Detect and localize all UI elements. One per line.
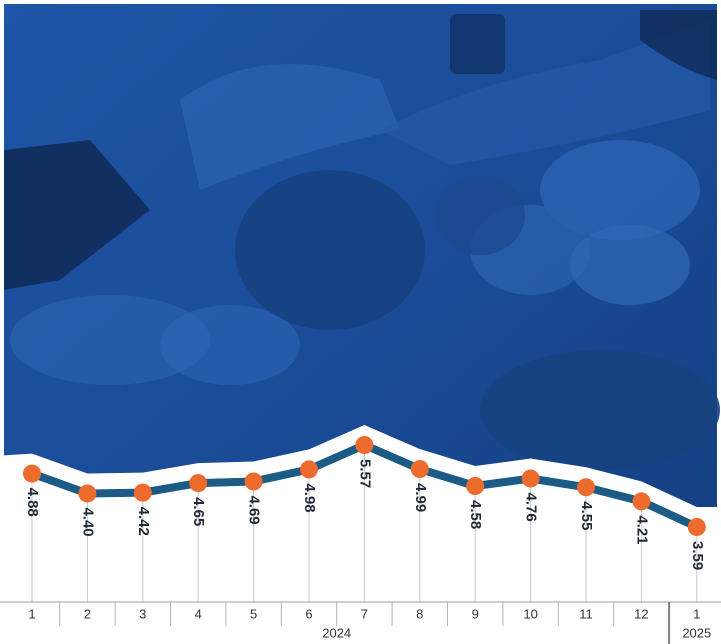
point: [78, 484, 97, 503]
x-tick-label: 4: [195, 606, 202, 621]
value-label: 4.55: [578, 501, 595, 530]
x-tick-label: 2: [84, 606, 91, 621]
point: [355, 436, 374, 454]
value-label: 4.40: [79, 507, 96, 536]
point: [300, 460, 318, 479]
point: [632, 492, 651, 511]
x-tick-label: 3: [139, 606, 146, 621]
value-label: 4.88: [24, 488, 41, 517]
x-tick-label: 10: [523, 606, 537, 621]
point: [521, 469, 540, 488]
value-label: 4.58: [467, 500, 484, 529]
x-tick-label: 12: [634, 606, 648, 621]
point: [687, 518, 706, 536]
point: [133, 483, 152, 502]
value-label: 4.99: [412, 483, 429, 512]
group-label: 2025: [682, 625, 711, 640]
point: [577, 478, 595, 497]
value-label: 4.98: [301, 483, 318, 512]
x-tick-label: 7: [361, 606, 368, 621]
x-tick-label: 8: [416, 606, 423, 621]
point: [189, 474, 208, 493]
value-label: 5.57: [356, 459, 373, 488]
x-tick-label: 6: [305, 606, 312, 621]
value-label: 4.42: [135, 507, 152, 536]
value-label: 4.76: [523, 493, 540, 522]
value-label: 4.65: [190, 497, 207, 526]
point: [23, 464, 41, 483]
x-tick-label: 1: [28, 606, 35, 621]
value-label: 4.69: [246, 495, 263, 524]
x-tick-label: 11: [579, 606, 593, 621]
x-tick-label: 1: [693, 606, 700, 621]
x-tick-label: 9: [472, 606, 479, 621]
value-label: 3.59: [689, 541, 706, 570]
point: [410, 460, 429, 479]
x-tick-label: 5: [250, 606, 257, 621]
value-label: 4.21: [633, 515, 650, 544]
point: [244, 472, 263, 491]
background-photo: [4, 4, 720, 604]
point: [466, 477, 485, 495]
group-label: 2024: [322, 625, 351, 640]
